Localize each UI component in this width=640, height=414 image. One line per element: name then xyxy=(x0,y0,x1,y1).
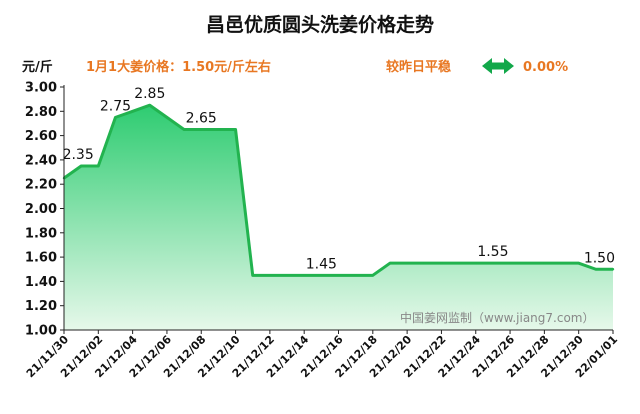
data-label-1.55: 1.55 xyxy=(477,244,508,260)
y-tick-label-2.40: 2.40 xyxy=(25,153,57,168)
data-label-1.50: 1.50 xyxy=(584,250,615,266)
data-point-21/12/29 xyxy=(560,261,563,265)
data-label-2.35: 2.35 xyxy=(63,147,94,163)
data-point-21/12/18 xyxy=(371,274,375,277)
data-point-21/12/20 xyxy=(405,261,409,265)
data-point-21/12/13 xyxy=(285,274,289,277)
change-value: 0.00% xyxy=(523,60,568,75)
data-point-21/12/30 xyxy=(577,261,580,265)
y-tick-label-1.60: 1.60 xyxy=(25,251,57,266)
data-point-21/12/14 xyxy=(302,274,306,277)
price-area-fill xyxy=(64,105,613,330)
data-point-21/12/11 xyxy=(251,274,254,277)
data-point-21/12/07 xyxy=(182,128,186,131)
price-note: 1月1大姜价格：1.50元/斤左右 xyxy=(86,59,271,75)
data-point-21/12/03 xyxy=(114,116,117,119)
data-point-21/12/09 xyxy=(217,128,220,131)
y-tick-label-1.40: 1.40 xyxy=(25,275,57,290)
y-tick-label-2.80: 2.80 xyxy=(25,105,57,120)
data-point-21/12/01 xyxy=(79,164,83,168)
data-label-1.45: 1.45 xyxy=(306,256,337,272)
data-label-2.75: 2.75 xyxy=(100,98,131,114)
data-label-2.85: 2.85 xyxy=(134,86,165,102)
data-point-21/12/02 xyxy=(97,164,100,168)
chart-title: 昌邑优质圆头洗姜价格走势 xyxy=(206,13,434,36)
data-point-21/12/31 xyxy=(594,268,598,271)
data-point-21/12/26 xyxy=(508,261,512,265)
data-label-2.65: 2.65 xyxy=(186,111,217,127)
data-point-21/12/08 xyxy=(200,128,203,131)
plot-area: 1.00 1.20 1.40 1.60 1.80 2.00 2.20 2.40 2.60 2.80… xyxy=(24,81,620,381)
y-tick-label-2.00: 2.00 xyxy=(25,202,57,217)
data-point-21/12/04 xyxy=(131,110,134,113)
data-point-21/12/10 xyxy=(234,128,237,131)
data-point-21/12/25 xyxy=(491,261,495,265)
data-point-21/12/27 xyxy=(526,261,529,265)
left-right-arrow-icon xyxy=(482,58,514,74)
data-point-21/12/05 xyxy=(148,104,151,107)
data-point-21/12/06 xyxy=(165,116,169,119)
data-point-21/12/17 xyxy=(354,274,357,277)
y-tick-label-3.00: 3.00 xyxy=(25,81,57,96)
data-point-21/12/24 xyxy=(474,261,477,265)
data-point-21/12/28 xyxy=(543,261,546,265)
y-tick-label-2.20: 2.20 xyxy=(25,178,57,193)
y-tick-label-1.80: 1.80 xyxy=(25,226,57,241)
change-label: 较昨日平稳 xyxy=(386,59,451,75)
data-point-22/01/01 xyxy=(611,268,615,271)
data-point-21/12/15 xyxy=(320,274,323,277)
data-point-21/12/23 xyxy=(457,261,460,265)
y-tick-label-1.00: 1.00 xyxy=(25,324,57,339)
data-point-21/12/16 xyxy=(337,274,340,277)
data-point-21/12/22 xyxy=(440,261,443,265)
y-tick-label-1.20: 1.20 xyxy=(25,299,57,314)
data-point-21/12/21 xyxy=(423,261,426,265)
y-axis-unit: 元/斤 xyxy=(22,59,53,75)
y-tick-label-2.60: 2.60 xyxy=(25,129,57,144)
data-point-21/12/12 xyxy=(268,274,272,277)
watermark: 中国姜网监制（www.jiang7.com） xyxy=(400,310,594,325)
data-point-21/12/19 xyxy=(388,261,392,265)
